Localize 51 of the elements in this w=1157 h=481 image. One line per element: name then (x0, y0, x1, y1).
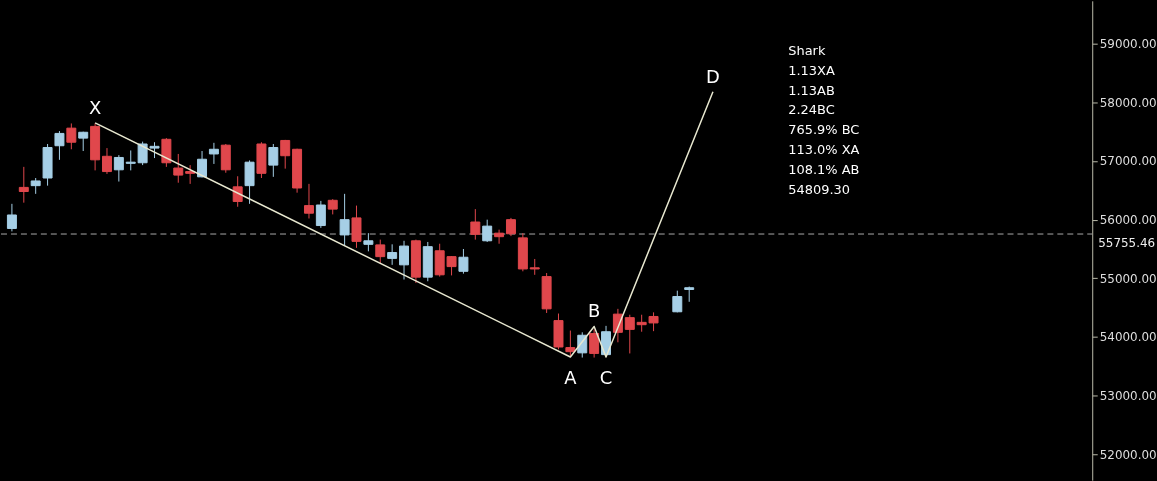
data-label: D (706, 65, 720, 87)
annotation: 1.13XA (788, 62, 835, 78)
data-label: B (587, 300, 601, 322)
candlestick (54, 130, 65, 161)
annotation: 765.9% BC (788, 122, 860, 138)
candlestick (6, 203, 17, 232)
candlestick (399, 240, 410, 281)
y-tick-label: 56000.00 (1099, 213, 1157, 228)
candlestick (375, 239, 386, 264)
candlestick (185, 164, 196, 185)
y-tick-label: 53000.00 (1099, 389, 1157, 404)
candlestick (363, 232, 374, 252)
candlestick (351, 205, 362, 249)
annotation: 108.1% AB (788, 162, 860, 178)
candlestick (315, 200, 326, 229)
data-label: A (564, 366, 578, 388)
candlestick (387, 243, 398, 266)
y-tick-label: 55000.00 (1099, 271, 1157, 286)
candlestick (303, 183, 314, 219)
annotation: 54809.30 (788, 182, 851, 198)
ref-line-label: 55755.46 (1098, 235, 1156, 250)
data-label: X (88, 96, 102, 118)
candlestick (161, 137, 172, 168)
candlestick (589, 328, 600, 359)
candlestick (18, 166, 29, 204)
candlestick (173, 153, 184, 184)
candlestick (339, 193, 350, 247)
candlestick (494, 229, 505, 245)
candlestick (280, 139, 291, 170)
candlestick (208, 142, 219, 165)
candlestick (624, 314, 635, 354)
candlestick (113, 154, 124, 183)
data-label: C (599, 366, 613, 388)
candlestick (268, 143, 279, 178)
annotation: 1.13AB (788, 82, 835, 98)
y-tick-label: 52000.00 (1099, 447, 1157, 462)
candlestick (458, 248, 469, 275)
annotation: Shark (788, 42, 826, 58)
candlestick (232, 175, 243, 208)
y-tick-label: 57000.00 (1099, 154, 1157, 169)
candlestick (101, 147, 112, 175)
y-tick-label: 54000.00 (1099, 330, 1157, 345)
y-tick-label: 58000.00 (1099, 95, 1157, 110)
candlestick (505, 217, 516, 237)
candlestick (482, 219, 493, 243)
annotation: 2.24BC (788, 102, 835, 118)
candlestick (66, 122, 77, 150)
annotation: 113.0% XA (788, 142, 860, 158)
candlestick (470, 208, 481, 241)
candlestick (244, 159, 255, 205)
y-tick-label: 59000.00 (1099, 37, 1157, 52)
